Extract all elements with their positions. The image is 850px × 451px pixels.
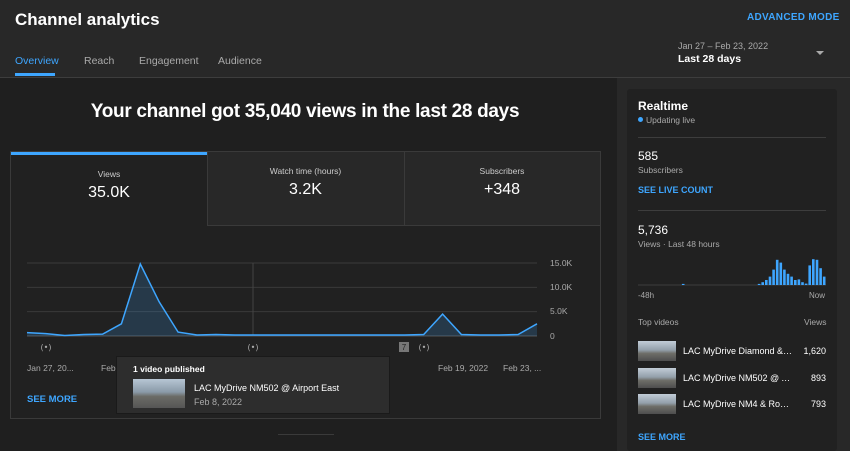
subscriber-label: Subscribers [638,165,683,175]
views-chart[interactable]: (•) (•) (•) 7 [0,255,617,360]
broadcast-icon: (•) [248,343,259,352]
live-dot-icon [638,117,643,122]
realtime-bar [815,259,819,285]
metric-tab-watch-time[interactable]: Watch time (hours) 3.2K [207,152,404,226]
realtime-bar [786,273,790,285]
metric-tab-views[interactable]: Views 35.0K [11,152,207,226]
x-tick-label: Feb 23, ... [503,363,542,373]
realtime-bar [797,279,801,285]
tooltip-video-date: Feb 8, 2022 [194,397,243,407]
realtime-bar [819,268,822,285]
scroll-handle [278,434,334,435]
date-range-label[interactable]: Last 28 days [678,53,742,65]
realtime-bar [768,276,772,285]
metric-value: 3.2K [289,181,322,198]
views-area [27,264,537,336]
realtime-bar [804,283,808,285]
realtime-bar [681,283,685,285]
realtime-axis-end: Now [809,291,826,300]
x-tick-label: Feb 19, 2022 [438,363,489,373]
realtime-see-more-button[interactable]: SEE MORE [638,432,686,442]
realtime-bar [808,265,811,285]
see-live-count-button[interactable]: SEE LIVE COUNT [638,185,714,195]
tab-overview[interactable]: Overview [15,55,59,67]
video-thumbnail[interactable] [638,341,676,361]
realtime-views-label: Views · Last 48 hours [638,239,720,249]
realtime-bar [801,282,804,285]
top-video-title[interactable]: LAC MyDrive Diamond & ... [683,346,793,356]
realtime-bar [761,282,764,285]
top-video-title[interactable]: LAC MyDrive NM502 @ Air... [683,373,793,383]
metric-tab-subscribers[interactable]: Subscribers +348 [404,152,600,226]
page-title: Channel analytics [15,10,160,29]
metric-value: +348 [483,181,521,198]
video-published-tooltip: 1 video published LAC MyDrive NM502 @ Ai… [116,356,390,414]
metric-label: Subscribers [479,166,525,176]
realtime-bar [779,262,783,285]
divider [638,210,826,211]
broadcast-icon: (•) [41,343,52,352]
metric-divider [207,152,208,226]
see-more-button[interactable]: SEE MORE [27,394,78,405]
published-count-badge [399,342,409,352]
tooltip-video-title[interactable]: LAC MyDrive NM502 @ Airport East [194,383,340,393]
active-tab-indicator [15,73,55,76]
realtime-axis-start: -48h [638,291,655,300]
realtime-bar [757,283,761,285]
top-videos-header: Top videos [638,317,679,327]
realtime-bar [790,276,793,285]
realtime-card [627,89,837,451]
metric-divider [404,152,405,226]
x-tick-label: Feb [101,363,116,373]
realtime-bar [812,259,815,285]
y-tick-label: 15.0K [550,258,573,268]
views-summary-heading: Your channel got 35,040 views in the las… [90,101,520,122]
header-divider [0,77,850,78]
top-video-title[interactable]: LAC MyDrive NM4 & Rover ... [683,399,793,409]
y-tick-label: 5.0K [550,306,568,316]
tooltip-header: 1 video published [133,364,205,374]
x-tick-label: Jan 27, 20... [27,363,74,373]
video-thumbnail[interactable] [638,394,676,414]
tab-engagement[interactable]: Engagement [139,55,199,67]
views-line [26,262,538,337]
date-range-dates[interactable]: Jan 27 – Feb 23, 2022 [678,41,769,51]
broadcast-icon: (•) [419,343,430,352]
video-thumbnail[interactable] [638,368,676,388]
metric-label: Watch time (hours) [269,166,342,176]
realtime-title: Realtime [638,99,689,113]
realtime-status: Updating live [646,115,696,125]
y-tick-label: 0 [550,331,555,341]
realtime-bar-chart[interactable] [638,256,826,286]
published-count-badge-label: 7 [402,343,407,352]
top-video-views: 893 [810,373,826,383]
chevron-down-icon[interactable] [816,51,824,55]
tab-reach[interactable]: Reach [84,55,115,67]
divider [638,137,826,138]
subscriber-count: 585 [638,149,659,163]
realtime-bar [772,269,775,285]
realtime-bar [775,259,779,285]
realtime-bar [822,276,826,285]
realtime-bar [783,269,786,285]
realtime-views-count: 5,736 [638,223,669,237]
metric-value: 35.0K [88,184,130,201]
realtime-bar [765,280,768,285]
y-tick-label: 10.0K [550,282,573,292]
top-video-views: 1,620 [803,346,826,356]
top-video-views: 793 [810,399,826,409]
advanced-mode-button[interactable]: ADVANCED MODE [747,12,840,23]
tab-audience[interactable]: Audience [218,55,262,67]
video-thumbnail[interactable] [133,379,185,408]
views-column-header: Views [804,317,827,327]
realtime-bar [794,280,797,285]
metric-label: Views [97,169,121,179]
